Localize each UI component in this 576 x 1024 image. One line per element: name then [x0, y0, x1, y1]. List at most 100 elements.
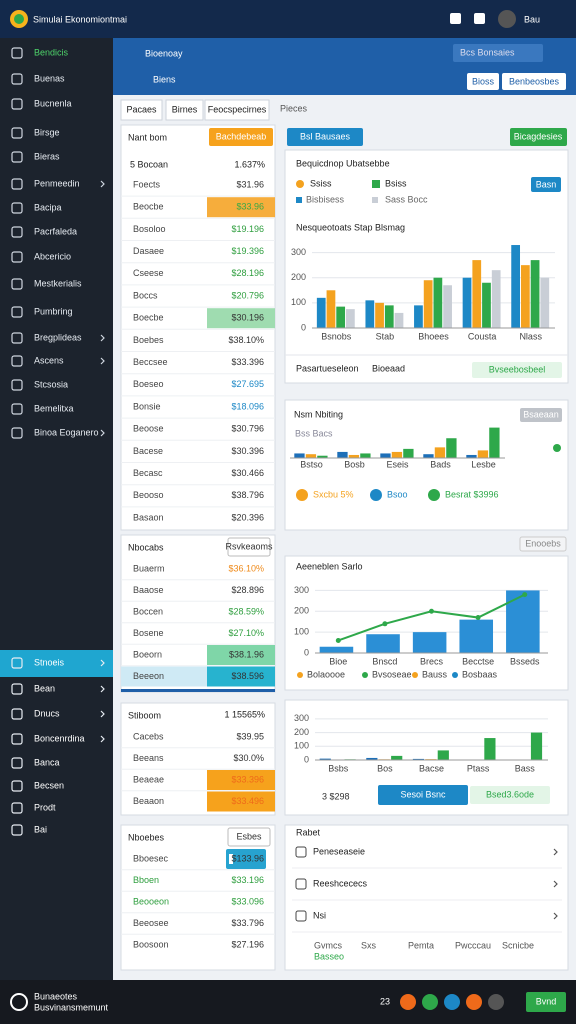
bar	[530, 260, 540, 328]
nav-item[interactable]: Stcsosia	[34, 379, 68, 389]
bar	[511, 245, 521, 328]
nav-icon	[11, 824, 23, 836]
button[interactable]	[378, 785, 468, 805]
footer-icon[interactable]	[466, 994, 482, 1010]
nav-item[interactable]: Stnoeis	[34, 657, 65, 667]
table-button[interactable]	[227, 827, 271, 847]
table-title: Stiboom	[128, 710, 161, 720]
row-label: Scnicbe	[502, 940, 534, 950]
button[interactable]	[519, 536, 567, 552]
row-label: Beocbe	[133, 202, 164, 212]
chevron	[100, 429, 105, 437]
row-label: Basaon	[133, 512, 164, 522]
list-item[interactable]: Nsi	[313, 910, 326, 920]
chart-title: Nesqueotoats Stap Blsmag	[296, 222, 405, 232]
toolbar-button[interactable]	[502, 73, 566, 90]
bar	[491, 270, 501, 328]
nav-item[interactable]: Boncenrdina	[34, 733, 85, 743]
chevron	[100, 659, 105, 667]
nav-item[interactable]: Pumbring	[34, 306, 73, 316]
tab-label: Birnes	[172, 104, 198, 114]
nav-item[interactable]: Bendicis	[34, 47, 69, 57]
nav-item[interactable]: Birsge	[34, 127, 60, 137]
search[interactable]	[453, 44, 543, 62]
nav-item[interactable]: Buenas	[34, 73, 65, 83]
legend-dot	[452, 672, 458, 678]
list-item[interactable]: Peneseaseie	[313, 846, 365, 856]
footer-button[interactable]	[526, 992, 566, 1012]
action-button[interactable]	[531, 177, 561, 192]
row-label: Bacese	[133, 446, 163, 456]
row-value: $18.096	[231, 401, 264, 411]
nav-item[interactable]: Bemelitxa	[34, 403, 74, 413]
x-tick-label: Bads	[430, 459, 451, 469]
table-button[interactable]	[227, 537, 271, 557]
nav-item[interactable]: Pacrfaleda	[34, 226, 77, 236]
tab[interactable]	[120, 99, 163, 121]
button[interactable]	[510, 128, 567, 146]
legend-label: Bisbisess	[306, 194, 345, 204]
x-tick-label: Becctse	[462, 656, 494, 666]
nav-item[interactable]: Bai	[34, 824, 47, 834]
icon-puzzle[interactable]	[474, 13, 485, 24]
nav-item[interactable]: Prodt	[34, 802, 56, 812]
x-tick-label: Bos	[377, 763, 393, 773]
footer-icon[interactable]	[444, 994, 460, 1010]
bar	[365, 300, 375, 328]
sidebar	[0, 38, 113, 980]
bar	[366, 634, 400, 653]
tag[interactable]	[470, 786, 550, 804]
button[interactable]	[287, 128, 363, 146]
list-item[interactable]: Reeshcececs	[313, 878, 368, 888]
nav-icon	[11, 657, 23, 669]
tab[interactable]	[204, 99, 270, 121]
nav-item[interactable]: Bregplideas	[34, 332, 82, 342]
card-note: 3 $298	[322, 791, 350, 801]
nav-icon	[11, 278, 23, 290]
row-label: Boeorn	[133, 649, 162, 659]
nav-item[interactable]: Bucnenla	[34, 98, 72, 108]
bar	[462, 277, 472, 328]
card-title: Bequicdnop Ubatsebbe	[296, 158, 390, 168]
row-label: Beooeon	[133, 896, 169, 906]
summary-value: 1.637%	[234, 159, 265, 169]
footer-icon[interactable]	[422, 994, 438, 1010]
row-value: $28.196	[231, 268, 264, 278]
bar	[434, 447, 446, 458]
button-label: Bsaeaan	[523, 409, 559, 419]
nav-item[interactable]: Bieras	[34, 151, 60, 161]
bar	[437, 750, 449, 760]
nav-item[interactable]: Banca	[34, 757, 60, 767]
legend-swatch	[372, 197, 378, 203]
row-value: $28.896	[231, 585, 264, 595]
nav-item[interactable]: Bacipa	[34, 202, 62, 212]
nav-item[interactable]: Ascens	[34, 355, 64, 365]
footer-icon[interactable]	[488, 994, 504, 1010]
y-tick-label: 100	[294, 741, 309, 751]
nav-item[interactable]: Becsen	[34, 780, 64, 790]
toolbar-button[interactable]	[467, 73, 499, 90]
summary-label: 5 Bocoan	[130, 159, 168, 169]
nav-item[interactable]: Dnucs	[34, 708, 60, 718]
tab[interactable]	[165, 99, 204, 121]
row-label: Beaeae	[133, 774, 164, 784]
avatar[interactable]	[498, 10, 516, 28]
button[interactable]	[520, 408, 562, 422]
nav-item[interactable]: Mestkerialis	[34, 278, 82, 288]
bar	[433, 277, 443, 328]
footer-logo	[10, 993, 28, 1011]
row-label: Boecbe	[133, 313, 164, 323]
nav-item[interactable]: Binoa Eoganero	[34, 427, 99, 437]
nav-item[interactable]: Abcericio	[34, 251, 71, 261]
button-label: Basn	[536, 179, 557, 189]
nav-item[interactable]: Penmeedin	[34, 178, 80, 188]
row-label: Boeseo	[133, 379, 164, 389]
row-value: $38.796	[231, 490, 264, 500]
footer-icon[interactable]	[400, 994, 416, 1010]
link-tag[interactable]	[472, 362, 562, 378]
icon-home[interactable]	[450, 13, 461, 24]
nav-item[interactable]: Bean	[34, 683, 55, 693]
table-button[interactable]	[209, 128, 273, 146]
bar	[360, 453, 371, 458]
